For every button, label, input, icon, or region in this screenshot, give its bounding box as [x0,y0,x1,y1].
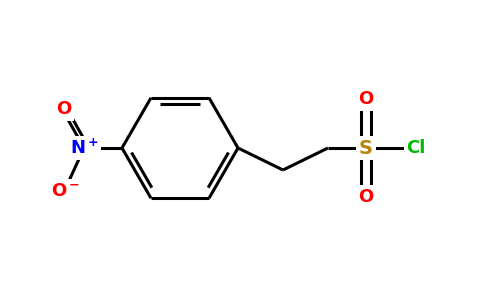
Text: $\mathregular{O^-}$: $\mathregular{O^-}$ [51,182,81,200]
Text: O: O [358,90,374,108]
Text: $\mathregular{N^+}$: $\mathregular{N^+}$ [70,138,98,158]
Text: O: O [56,100,72,118]
Text: Cl: Cl [406,139,426,157]
Text: S: S [359,139,373,158]
Text: O: O [358,188,374,206]
